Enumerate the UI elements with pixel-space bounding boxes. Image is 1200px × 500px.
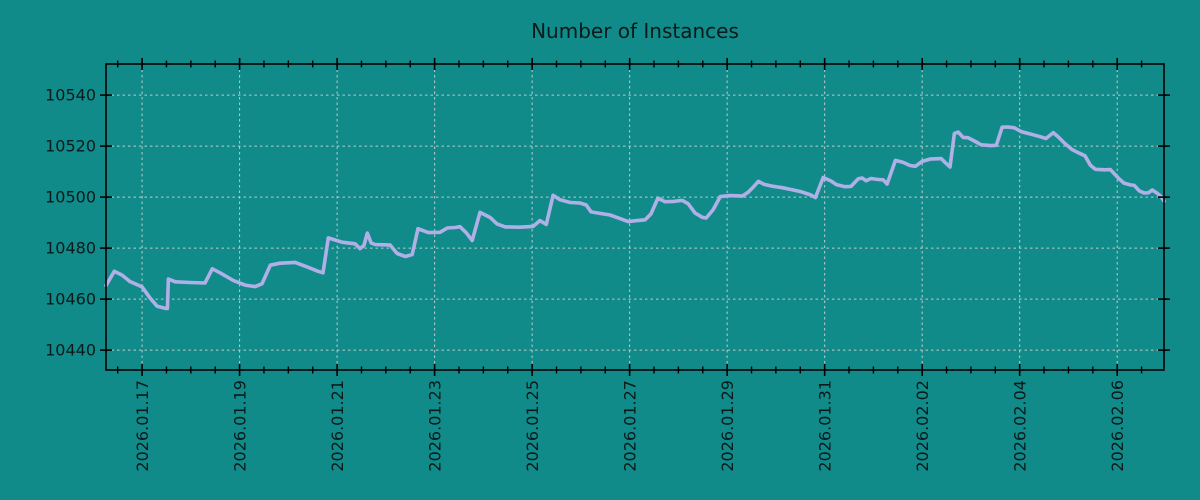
x-tick-label: 2026.01.29 [718,380,737,472]
y-tick-label: 10480 [45,239,96,258]
y-tick-label: 10460 [45,290,96,309]
x-tick-label: 2026.01.19 [231,380,250,472]
x-tick-label: 2026.01.31 [816,380,835,472]
x-tick-label: 2026.01.27 [621,380,640,472]
ticks-layer [100,58,1170,376]
y-tick-label: 10440 [45,341,96,360]
x-tick-label: 2026.01.21 [328,380,347,472]
x-tick-label: 2026.02.02 [913,380,932,472]
axis-labels-layer: 2026.01.17 2026.01.19 2026.01.21 2026.01.23… [45,86,1127,472]
plot-border [105,63,1165,371]
x-tick-label: 2026.02.04 [1011,380,1030,472]
y-tick-label: 10540 [45,86,96,105]
chart-title: Number of Instances [531,19,739,43]
y-tick-label: 10520 [45,137,96,156]
series-line-instances [104,125,1166,311]
gridlines-layer [106,64,1164,370]
series-layer [104,125,1166,311]
y-tick-label: 10500 [45,188,96,207]
x-tick-label: 2026.01.25 [523,380,542,472]
x-tick-label: 2026.01.17 [133,380,152,472]
x-tick-label: 2026.02.06 [1108,380,1127,472]
x-tick-label: 2026.01.23 [426,380,445,472]
